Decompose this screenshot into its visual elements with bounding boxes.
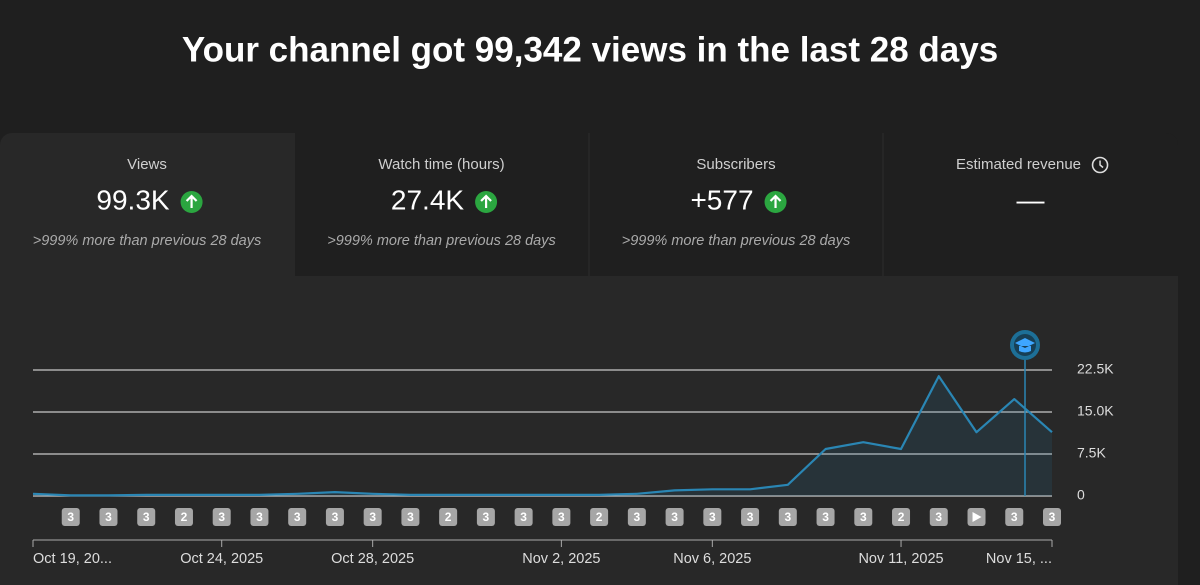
content-marker[interactable] <box>892 508 911 526</box>
content-marker[interactable] <box>1043 508 1061 526</box>
content-marker-count: 3 <box>256 510 263 524</box>
content-marker[interactable] <box>325 508 344 526</box>
metric-change: >999% more than previous 28 days <box>33 233 262 249</box>
content-marker[interactable] <box>363 508 382 526</box>
x-tick-label: Nov 6, 2025 <box>673 551 751 567</box>
content-marker[interactable] <box>778 508 797 526</box>
metric-change: >999% more than previous 28 days <box>622 233 851 249</box>
area-fill <box>33 376 1052 496</box>
content-marker-count: 3 <box>935 510 942 524</box>
content-marker-count: 3 <box>294 510 301 524</box>
content-marker-count: 3 <box>1011 510 1018 524</box>
content-marker-count: 3 <box>105 510 112 524</box>
content-marker-count: 3 <box>671 510 678 524</box>
content-marker[interactable] <box>476 508 495 526</box>
metric-value: +577 <box>690 184 753 215</box>
content-marker[interactable] <box>590 508 609 526</box>
content-marker-count: 3 <box>369 510 376 524</box>
content-marker[interactable] <box>1005 508 1024 526</box>
content-marker-count: 3 <box>822 510 829 524</box>
y-tick-label: 7.5K <box>1077 445 1106 461</box>
content-marker[interactable] <box>665 508 684 526</box>
trend-up-arrow <box>185 194 198 208</box>
content-marker-count: 3 <box>709 510 716 524</box>
content-marker-count: 3 <box>407 510 414 524</box>
content-marker-count: 3 <box>1049 510 1056 524</box>
metric-value: 99.3K <box>96 184 169 215</box>
y-tick-label: 22.5K <box>1077 361 1114 377</box>
content-marker[interactable] <box>703 508 722 526</box>
content-marker-count: 3 <box>747 510 754 524</box>
content-marker[interactable] <box>514 508 533 526</box>
page-title: Your channel got 99,342 views in the las… <box>182 30 998 69</box>
metric-value: — <box>1017 184 1045 215</box>
content-marker[interactable] <box>929 508 948 526</box>
x-tick-label: Oct 19, 20... <box>33 551 112 567</box>
content-marker-count: 3 <box>520 510 527 524</box>
content-marker[interactable] <box>816 508 835 526</box>
metric-label: Views <box>127 156 167 173</box>
content-marker-count: 3 <box>860 510 867 524</box>
x-tick-label: Nov 2, 2025 <box>522 551 600 567</box>
content-marker[interactable] <box>137 508 156 526</box>
content-marker-count: 3 <box>67 510 74 524</box>
content-marker-count: 3 <box>332 510 339 524</box>
y-tick-label: 0 <box>1077 487 1085 503</box>
content-marker[interactable] <box>439 508 458 526</box>
content-marker-count: 3 <box>558 510 565 524</box>
content-marker-count: 2 <box>596 510 603 524</box>
content-marker-count: 2 <box>898 510 905 524</box>
content-marker[interactable] <box>627 508 646 526</box>
content-marker[interactable] <box>288 508 307 526</box>
metric-value: 27.4K <box>391 184 464 215</box>
content-marker[interactable] <box>99 508 118 526</box>
y-tick-label: 15.0K <box>1077 403 1114 419</box>
info-clock-hands <box>1099 160 1104 169</box>
content-marker-count: 3 <box>634 510 641 524</box>
content-marker[interactable] <box>552 508 571 526</box>
metric-label: Subscribers <box>696 156 775 173</box>
video-marker-icon <box>972 512 982 522</box>
trend-up-arrow <box>769 194 782 208</box>
tab-strip-bg <box>295 133 1178 276</box>
content-marker[interactable] <box>401 508 420 526</box>
x-tick-label: Oct 28, 2025 <box>331 551 414 567</box>
content-marker[interactable] <box>212 508 231 526</box>
trend-up-arrow <box>480 194 492 208</box>
views-line <box>32 375 1053 497</box>
info-clock-icon <box>1091 156 1109 174</box>
metric-change: >999% more than previous 28 days <box>327 233 556 249</box>
metric-label: Watch time (hours) <box>378 156 504 173</box>
content-marker[interactable] <box>61 508 80 526</box>
content-marker[interactable] <box>250 508 269 526</box>
metric-label: Estimated revenue <box>956 156 1081 173</box>
x-tick-label: Nov 15, ... <box>986 551 1052 567</box>
milestone-cap <box>1015 338 1035 353</box>
content-marker-count: 2 <box>181 510 188 524</box>
content-marker-count: 3 <box>483 510 490 524</box>
x-tick-label: Nov 11, 2025 <box>858 551 943 567</box>
content-marker[interactable] <box>854 508 873 526</box>
content-marker-count: 2 <box>445 510 452 524</box>
content-marker-count: 3 <box>784 510 791 524</box>
x-tick-label: Oct 24, 2025 <box>180 551 263 567</box>
content-marker[interactable] <box>741 508 760 526</box>
content-marker[interactable] <box>174 508 193 526</box>
content-marker-count: 3 <box>143 510 150 524</box>
content-marker-count: 3 <box>218 510 225 524</box>
